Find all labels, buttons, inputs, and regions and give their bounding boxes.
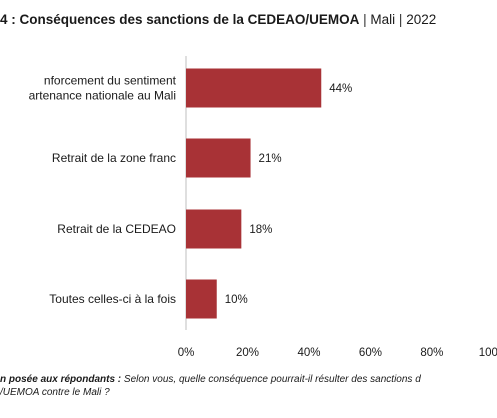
value-label-3: 18%	[249, 224, 272, 236]
x-tick-label-4: 60%	[359, 347, 382, 359]
title-separator-2: |	[398, 12, 403, 27]
value-label-2: 21%	[259, 153, 282, 165]
bar-1	[186, 68, 322, 108]
value-label-4: 10%	[225, 294, 248, 306]
x-tick-label-5: 80%	[420, 347, 443, 359]
x-tick-label-1: 0%	[178, 347, 195, 359]
category-label-2: Retrait de la zone franc	[52, 151, 176, 165]
note-lead: n posée aux répondants :	[0, 374, 122, 385]
bar-4	[186, 279, 217, 319]
title-prefix: 4 : Conséquences des sanctions de la CED…	[0, 12, 360, 27]
category-label-3: Retrait de la CEDEAO	[57, 222, 176, 236]
bar-3	[186, 209, 242, 249]
title-year: 2022	[406, 12, 437, 27]
title-separator-1: |	[363, 12, 367, 27]
value-label-1: 44%	[329, 83, 352, 95]
note-line-1: n posée aux répondants : Selon vous, que…	[0, 373, 497, 386]
bar-2	[186, 138, 251, 178]
category-label-1: nforcement du sentiment artenance nationa…	[29, 74, 177, 103]
bar-chart: 44% nforcement du sentiment artenance nati…	[29, 56, 497, 359]
note-line-2: /UEMOA contre le Mali ?	[0, 387, 110, 398]
question-note: n posée aux répondants : Selon vous, que…	[0, 373, 497, 399]
x-tick-label-6: 100%	[479, 347, 497, 359]
category-label-4: Toutes celles-ci à la fois	[49, 292, 176, 306]
x-tick-label-3: 40%	[297, 347, 320, 359]
note-text-1: Selon vous, quelle conséquence pourrait-…	[121, 374, 421, 385]
x-tick-label-2: 20%	[236, 347, 259, 359]
chart-title: 4 : Conséquences des sanctions de la CED…	[0, 12, 497, 28]
title-country: Mali	[370, 12, 396, 27]
